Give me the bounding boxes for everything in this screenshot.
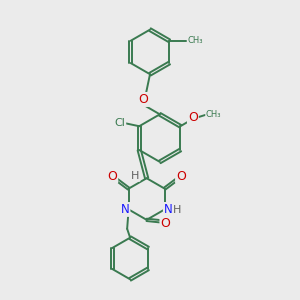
Text: H: H [131,171,140,181]
Text: O: O [107,170,117,183]
Text: O: O [188,111,198,124]
Text: Cl: Cl [115,118,125,128]
Text: N: N [121,203,129,216]
Text: CH₃: CH₃ [188,36,203,45]
Text: N: N [164,203,172,216]
Text: CH₃: CH₃ [206,110,221,119]
Text: H: H [173,205,181,215]
Text: O: O [176,170,186,183]
Text: O: O [160,217,170,230]
Text: O: O [139,93,148,106]
